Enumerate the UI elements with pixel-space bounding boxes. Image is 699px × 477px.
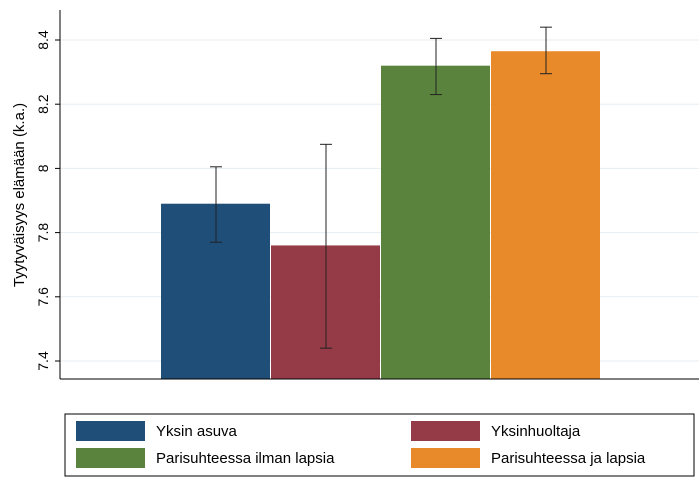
y-tick-label: 8.2 <box>35 94 51 114</box>
legend-label-2: Yksinhuoltaja <box>491 423 581 440</box>
y-tick-label: 8 <box>35 164 51 172</box>
legend-swatch-4 <box>411 448 480 468</box>
y-tick-label: 8.4 <box>35 30 51 50</box>
y-tick-label: 7.8 <box>35 223 51 243</box>
y-tick-label: 7.6 <box>35 287 51 307</box>
bar-3 <box>381 66 490 379</box>
legend-swatch-2 <box>411 421 480 441</box>
legend-label-3: Parisuhteessa ilman lapsia <box>156 450 335 467</box>
legend-label-4: Parisuhteessa ja lapsia <box>491 450 646 467</box>
legend-swatch-3 <box>76 448 145 468</box>
legend-swatch-1 <box>76 421 145 441</box>
legend-label-1: Yksin asuva <box>156 423 238 440</box>
bar-4 <box>491 51 600 379</box>
bars <box>161 51 600 379</box>
y-axis-label: Tyytyväisyys elämään (k.a.) <box>11 103 28 287</box>
y-tick-label: 7.4 <box>35 351 51 371</box>
legend: Yksin asuva Yksinhuoltaja Parisuhteessa il… <box>65 414 694 476</box>
